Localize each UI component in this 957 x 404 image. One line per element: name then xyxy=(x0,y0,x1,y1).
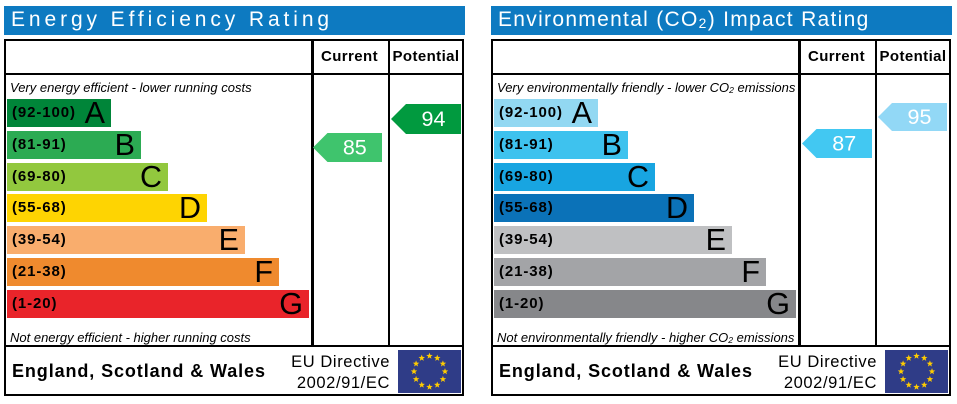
svg-text:87: 87 xyxy=(832,132,856,156)
svg-text:95: 95 xyxy=(908,105,932,129)
svg-text:94: 94 xyxy=(422,107,446,131)
svg-text:85: 85 xyxy=(343,136,367,160)
